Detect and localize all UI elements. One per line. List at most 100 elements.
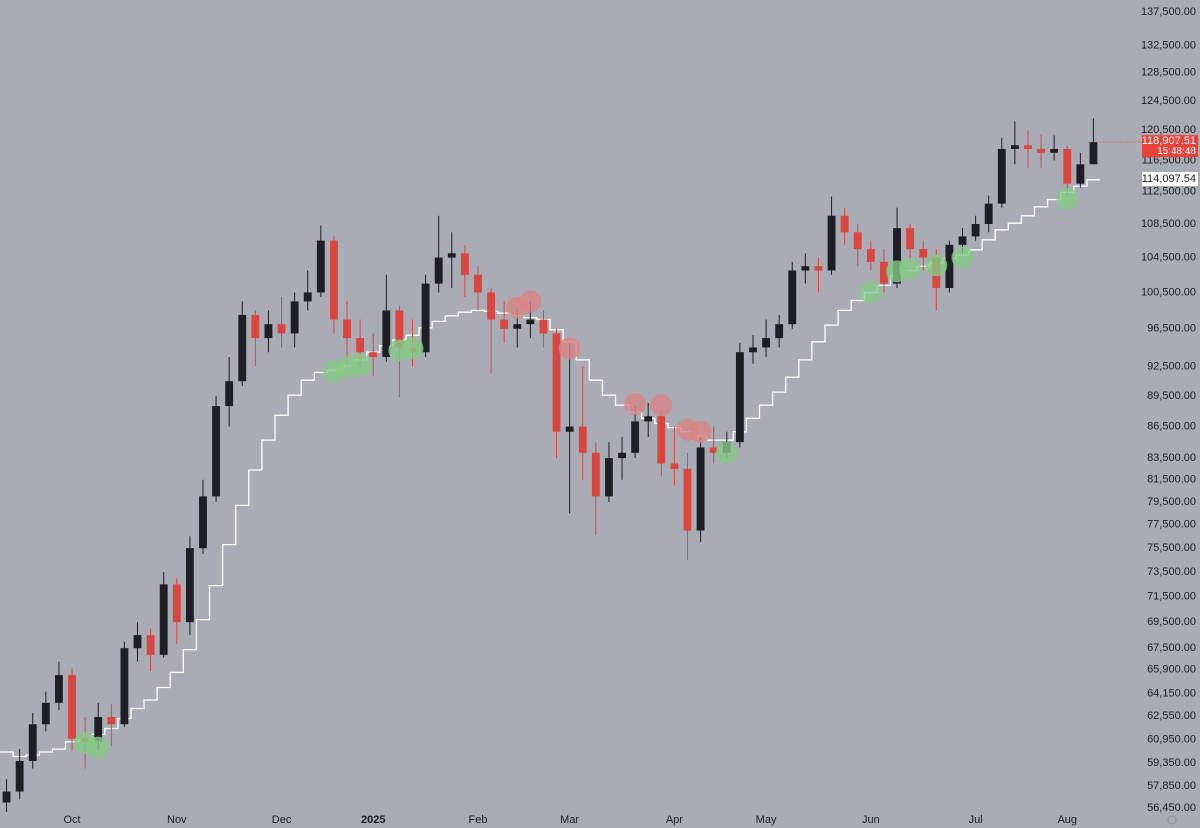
candle-body	[1037, 148, 1045, 153]
signal-marker	[650, 394, 673, 417]
y-tick-label: 100,500.00	[1141, 286, 1196, 298]
candle-body	[55, 675, 63, 703]
y-tick-label: 67,500.00	[1147, 642, 1196, 654]
y-tick-label: 112,500.00	[1142, 186, 1196, 198]
candle-body	[382, 310, 391, 357]
signal-marker	[951, 246, 974, 269]
y-tick-label: 75,500.00	[1147, 542, 1196, 554]
candle-body	[696, 447, 705, 531]
y-tick-label: 64,150.00	[1147, 688, 1196, 700]
candle-body	[513, 324, 522, 329]
candle-body	[343, 319, 351, 339]
candle-body	[395, 310, 404, 348]
candle-body	[618, 452, 626, 459]
candle-body	[185, 548, 194, 623]
x-tick-label: Mar	[560, 814, 579, 826]
candle-body	[1050, 148, 1059, 153]
candle-body	[474, 274, 482, 293]
y-tick-label: 92,500.00	[1147, 361, 1196, 373]
x-tick-label: Jul	[969, 814, 983, 826]
y-tick-label: 62,550.00	[1147, 710, 1196, 722]
candle-body	[290, 301, 299, 334]
y-tick-label: 73,500.00	[1147, 566, 1196, 578]
countdown: 15:48:48	[1157, 146, 1196, 157]
candle-body	[945, 244, 954, 289]
y-tick-label: 104,500.00	[1141, 251, 1196, 263]
candle-body	[369, 352, 378, 357]
y-tick-label: 57,850.00	[1147, 780, 1196, 792]
candle-body	[1076, 164, 1085, 184]
candle-body	[578, 426, 587, 453]
candle-body	[107, 717, 116, 725]
candle-body	[670, 463, 679, 469]
x-tick-label: Aug	[1057, 814, 1077, 826]
candle-body	[316, 240, 325, 293]
signal-marker	[689, 420, 712, 443]
x-tick-label: Apr	[666, 814, 683, 826]
candle-body	[997, 148, 1006, 204]
candle-body	[15, 760, 24, 792]
candle-body	[709, 447, 718, 453]
candle-body	[735, 352, 744, 443]
candle-body	[1089, 142, 1098, 165]
x-tick-label: 2025	[361, 814, 385, 826]
candle-body	[958, 236, 967, 245]
ma-price-tag	[1142, 172, 1198, 187]
candle-body	[199, 496, 207, 549]
x-tick-label: May	[756, 814, 777, 826]
candle-body	[238, 314, 247, 382]
candle-body	[775, 324, 784, 339]
candle-body	[971, 223, 980, 237]
last-price-tag	[1142, 135, 1198, 158]
signal-marker	[401, 337, 424, 360]
y-tick-label: 128,500.00	[1141, 67, 1196, 79]
candle-body	[264, 324, 273, 339]
signal-marker	[715, 441, 738, 464]
candle-body	[330, 240, 338, 320]
candle-body	[500, 319, 509, 329]
candle-body	[788, 270, 797, 325]
candle-body	[853, 232, 862, 250]
candle-body	[683, 468, 692, 531]
candle-body	[1010, 145, 1019, 149]
y-tick-label: 108,500.00	[1141, 218, 1196, 230]
y-tick-label: 89,500.00	[1147, 390, 1196, 402]
candle-body	[1063, 148, 1072, 184]
candle-body	[552, 333, 561, 432]
candle-body	[303, 292, 312, 302]
candle-body	[762, 338, 770, 348]
y-tick-label: 65,900.00	[1147, 664, 1196, 676]
y-tick-label: 124,500.00	[1141, 95, 1196, 107]
signal-marker	[558, 337, 581, 360]
candle-body	[434, 257, 443, 284]
y-tick-label: 77,500.00	[1147, 519, 1196, 531]
y-tick-label: 79,500.00	[1147, 496, 1196, 508]
y-tick-label: 86,500.00	[1147, 420, 1196, 432]
candle-body	[120, 648, 129, 725]
candle-body	[212, 406, 220, 497]
x-tick-label: Dec	[272, 814, 292, 826]
candle-body	[41, 702, 50, 725]
candle-body	[526, 319, 535, 325]
settings-icon[interactable]	[1167, 815, 1177, 825]
y-tick-label: 59,350.00	[1147, 757, 1196, 769]
signal-marker	[624, 393, 647, 416]
candle-body	[880, 261, 888, 284]
candle-body	[251, 314, 260, 339]
y-tick-label: 120,500.00	[1141, 124, 1196, 136]
signal-marker	[859, 281, 882, 304]
candle-body	[591, 452, 600, 497]
candle-body	[225, 381, 234, 407]
y-tick-label: 96,500.00	[1147, 323, 1196, 335]
candle-body	[644, 416, 653, 422]
candle-body	[159, 584, 168, 655]
candle-body	[814, 266, 823, 271]
signal-marker	[899, 257, 922, 280]
candle-body	[840, 215, 849, 233]
candle-body	[605, 458, 613, 497]
candle-body	[906, 228, 915, 250]
candle-body	[749, 347, 757, 353]
x-tick-label: Nov	[167, 814, 187, 826]
